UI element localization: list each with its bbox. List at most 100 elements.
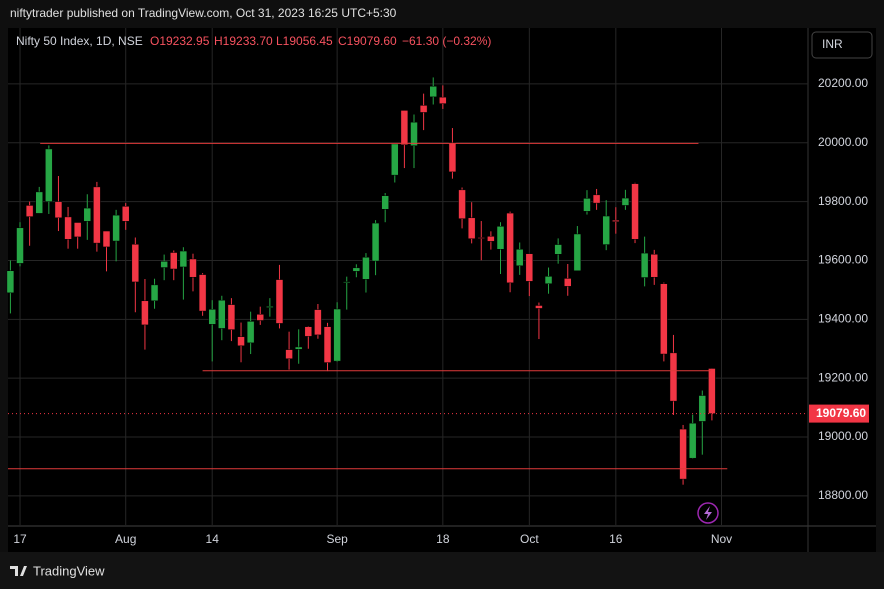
- candle-body: [102, 230, 111, 248]
- footer: [0, 552, 884, 589]
- candle-body: [333, 308, 341, 362]
- candle-body: [371, 222, 380, 262]
- candle-body: [352, 267, 361, 272]
- candle-body: [131, 244, 140, 283]
- candle-body: [266, 306, 274, 308]
- candle-body: [54, 201, 63, 219]
- candle-body: [160, 261, 168, 268]
- legend-symbol: Nifty 50 Index, 1D, NSE: [16, 34, 143, 48]
- candle-body: [544, 276, 553, 284]
- candle-body: [189, 258, 197, 278]
- candle-body: [467, 217, 476, 239]
- candle-body: [573, 233, 582, 272]
- candle-body: [410, 121, 418, 146]
- candle-body: [227, 304, 236, 330]
- candle-body: [285, 349, 293, 359]
- candle-body: [506, 212, 514, 284]
- candle-body: [650, 254, 658, 278]
- x-tick-label: Sep: [326, 532, 348, 546]
- candle-body: [170, 252, 178, 270]
- y-tick-label: 18800.00: [818, 488, 868, 502]
- x-tick-label: 18: [436, 532, 450, 546]
- candle-body: [612, 219, 620, 222]
- candle-body: [323, 326, 332, 363]
- candle-body: [419, 105, 428, 113]
- candle-body: [73, 222, 82, 238]
- candle-body: [496, 226, 505, 250]
- candle-body: [64, 216, 72, 240]
- candle-body: [294, 346, 303, 350]
- candle-body: [121, 206, 130, 222]
- y-tick-label: 19400.00: [818, 311, 868, 325]
- candle-body: [25, 205, 34, 217]
- candle-body: [93, 186, 101, 244]
- currency-button[interactable]: [811, 31, 873, 59]
- event-icon-bolt: [704, 506, 712, 520]
- x-tick-label: Oct: [520, 532, 539, 546]
- candle-body: [602, 215, 610, 245]
- candle-body: [45, 148, 53, 202]
- candle-body: [640, 252, 649, 278]
- y-tick-label: 19000.00: [818, 429, 868, 443]
- header: niftytrader published on TradingView.com…: [10, 6, 397, 20]
- candle-body: [679, 428, 687, 480]
- candle-body: [515, 249, 524, 267]
- logo: [10, 566, 27, 576]
- last-price-tag: [809, 404, 869, 423]
- y-tick-label: 19600.00: [818, 253, 868, 267]
- x-tick-label: Nov: [711, 532, 732, 546]
- candle-body: [631, 183, 639, 240]
- y-tick-label: 20200.00: [818, 76, 868, 90]
- y-tick-label: 19800.00: [818, 194, 868, 208]
- candle-body: [237, 336, 245, 347]
- candle-body: [535, 305, 543, 309]
- candle-body: [669, 352, 678, 402]
- candle-body: [525, 253, 534, 282]
- candle-body: [487, 236, 495, 242]
- y-tick-label: 20000.00: [818, 135, 868, 149]
- x-tick-label: 14: [206, 532, 220, 546]
- candle-body: [112, 214, 120, 242]
- legend-change: −61.30 (−0.32%): [402, 34, 491, 48]
- candle-body: [660, 283, 668, 355]
- candle-body: [400, 110, 409, 146]
- candle-body: [429, 86, 437, 98]
- price-axis: [808, 28, 876, 525]
- x-tick-label: Aug: [115, 532, 136, 546]
- candle-body: [458, 189, 466, 219]
- candle-body: [439, 96, 447, 104]
- currency[interactable]: INR: [822, 37, 843, 51]
- candle-body: [208, 309, 216, 325]
- legend-high: H19233.70: [214, 34, 273, 48]
- candle-body: [83, 207, 92, 222]
- candle-body: [35, 191, 43, 214]
- candle-body: [583, 198, 591, 212]
- legend-close: C19079.60: [338, 34, 397, 48]
- candle-body: [275, 279, 284, 324]
- candle-body: [246, 321, 255, 344]
- candle-body: [554, 244, 562, 255]
- candle-body: [218, 299, 226, 329]
- candle-body: [564, 278, 572, 287]
- candle-body: [179, 250, 188, 268]
- candle-body: [362, 256, 370, 280]
- last-price-label: 19079.60: [816, 406, 866, 420]
- candle-body: [141, 300, 149, 326]
- candle-body: [150, 284, 159, 302]
- candle-body: [477, 237, 486, 239]
- candle-body: [304, 326, 313, 337]
- plot-area: [8, 28, 808, 525]
- x-tick-label: 17: [13, 532, 27, 546]
- candle-body: [448, 142, 457, 173]
- candle-body: [256, 314, 265, 321]
- candle-body: [314, 309, 322, 336]
- candle-body: [198, 274, 207, 312]
- candle-body: [592, 194, 601, 204]
- candle-body: [688, 422, 697, 459]
- legend-open: O19232.95: [150, 34, 210, 48]
- x-tick-label: 16: [609, 532, 623, 546]
- candle-body: [698, 395, 707, 422]
- event-icon[interactable]: [697, 502, 719, 524]
- y-tick-label: 19200.00: [818, 370, 868, 384]
